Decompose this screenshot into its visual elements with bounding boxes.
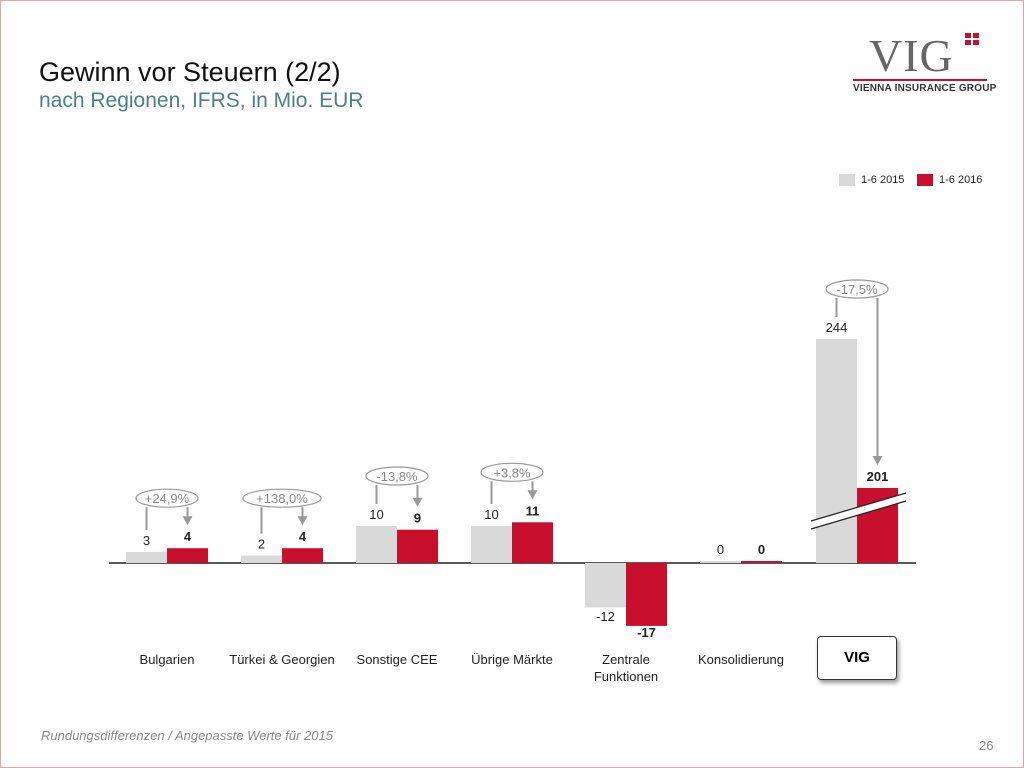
- bar-2015: [585, 563, 626, 608]
- category-label: Bulgarien: [139, 652, 195, 667]
- bar-2015: [471, 526, 512, 563]
- bar-2016: [741, 561, 782, 563]
- bar-2015: [241, 555, 282, 563]
- category-label: Konsolidierung: [697, 652, 784, 667]
- data-label-2016: 201: [867, 469, 889, 484]
- data-label-2016: 11: [526, 503, 540, 518]
- axis-break: [811, 493, 906, 529]
- bar-2016: [626, 563, 667, 626]
- change-ellipse: [480, 462, 544, 482]
- data-label-2015: 3: [143, 533, 150, 548]
- legend-item-2016: 1-6 2016: [917, 174, 982, 186]
- data-label-2015: 2: [258, 537, 265, 552]
- data-label-2016: 9: [414, 511, 421, 526]
- bar-2016: [282, 548, 323, 563]
- change-label: +3,8%: [493, 465, 531, 480]
- bar-2016: [167, 548, 208, 563]
- axis-break-line: [810, 492, 907, 522]
- legend-swatch-2015: [839, 174, 855, 186]
- legend-label-2015: 1-6 2015: [861, 174, 905, 186]
- legend-swatch-2016: [917, 174, 933, 186]
- change-arrow-icon: [527, 490, 538, 500]
- logo-tagline: VIENNA INSURANCE GROUP: [853, 83, 997, 94]
- legend-label-2016: 1-6 2016: [939, 174, 983, 186]
- data-label-2016: 4: [184, 529, 192, 544]
- category-label: Zentrale Funktionen: [593, 652, 659, 684]
- axis-break-line: [810, 500, 907, 530]
- logo-text: VIG: [869, 30, 954, 81]
- bar-2015: [126, 551, 167, 563]
- bar-2015: [700, 561, 741, 563]
- bar-2016: [397, 529, 438, 563]
- page-number: 26: [979, 738, 994, 753]
- data-label-2015: 10: [484, 507, 498, 522]
- change-ellipse: [135, 488, 199, 508]
- bar-2015: [816, 339, 857, 563]
- change-arrow-icon: [297, 516, 308, 526]
- data-label-2016: 0: [758, 542, 765, 557]
- data-label-2015: 10: [369, 507, 383, 522]
- logo-emblem-icon: [965, 33, 979, 45]
- page-title: Gewinn vor Steuern (2/2): [39, 57, 341, 87]
- logo-rule: [853, 79, 987, 81]
- category-label-vig: VIG: [817, 636, 897, 680]
- change-label: +24,9%: [145, 491, 190, 506]
- bar-2016: [512, 522, 553, 563]
- vig-logo: VIG VIENNA INSURANCE GROUP: [851, 30, 996, 96]
- change-arrow-icon: [182, 516, 193, 526]
- change-label: -13,8%: [376, 469, 418, 484]
- page-subtitle: nach Regionen, IFRS, in Mio. EUR: [39, 89, 364, 112]
- data-label-2015: 0: [717, 542, 724, 557]
- change-arrow-icon: [872, 456, 883, 465]
- change-label: -17,5%: [836, 282, 878, 297]
- data-label-2015: -12: [596, 609, 615, 624]
- change-arrow-icon: [412, 497, 423, 507]
- footnote: Rundungsdifferenzen / Angepasste Werte f…: [41, 728, 333, 743]
- change-ellipse: [365, 466, 429, 486]
- data-label-2015: 244: [826, 320, 848, 335]
- change-ellipse: [242, 488, 322, 508]
- data-label-2016: -17: [637, 625, 656, 640]
- category-label: Sonstige CEE: [356, 652, 438, 667]
- category-label: Türkei & Georgien: [229, 652, 335, 667]
- bar-2015: [356, 526, 397, 563]
- change-ellipse: [825, 279, 889, 299]
- change-label: +138,0%: [256, 491, 308, 506]
- data-label-2016: 4: [299, 529, 307, 544]
- category-label: Übrige Märkte: [471, 652, 553, 667]
- legend-item-2015: 1-6 2015: [839, 174, 904, 186]
